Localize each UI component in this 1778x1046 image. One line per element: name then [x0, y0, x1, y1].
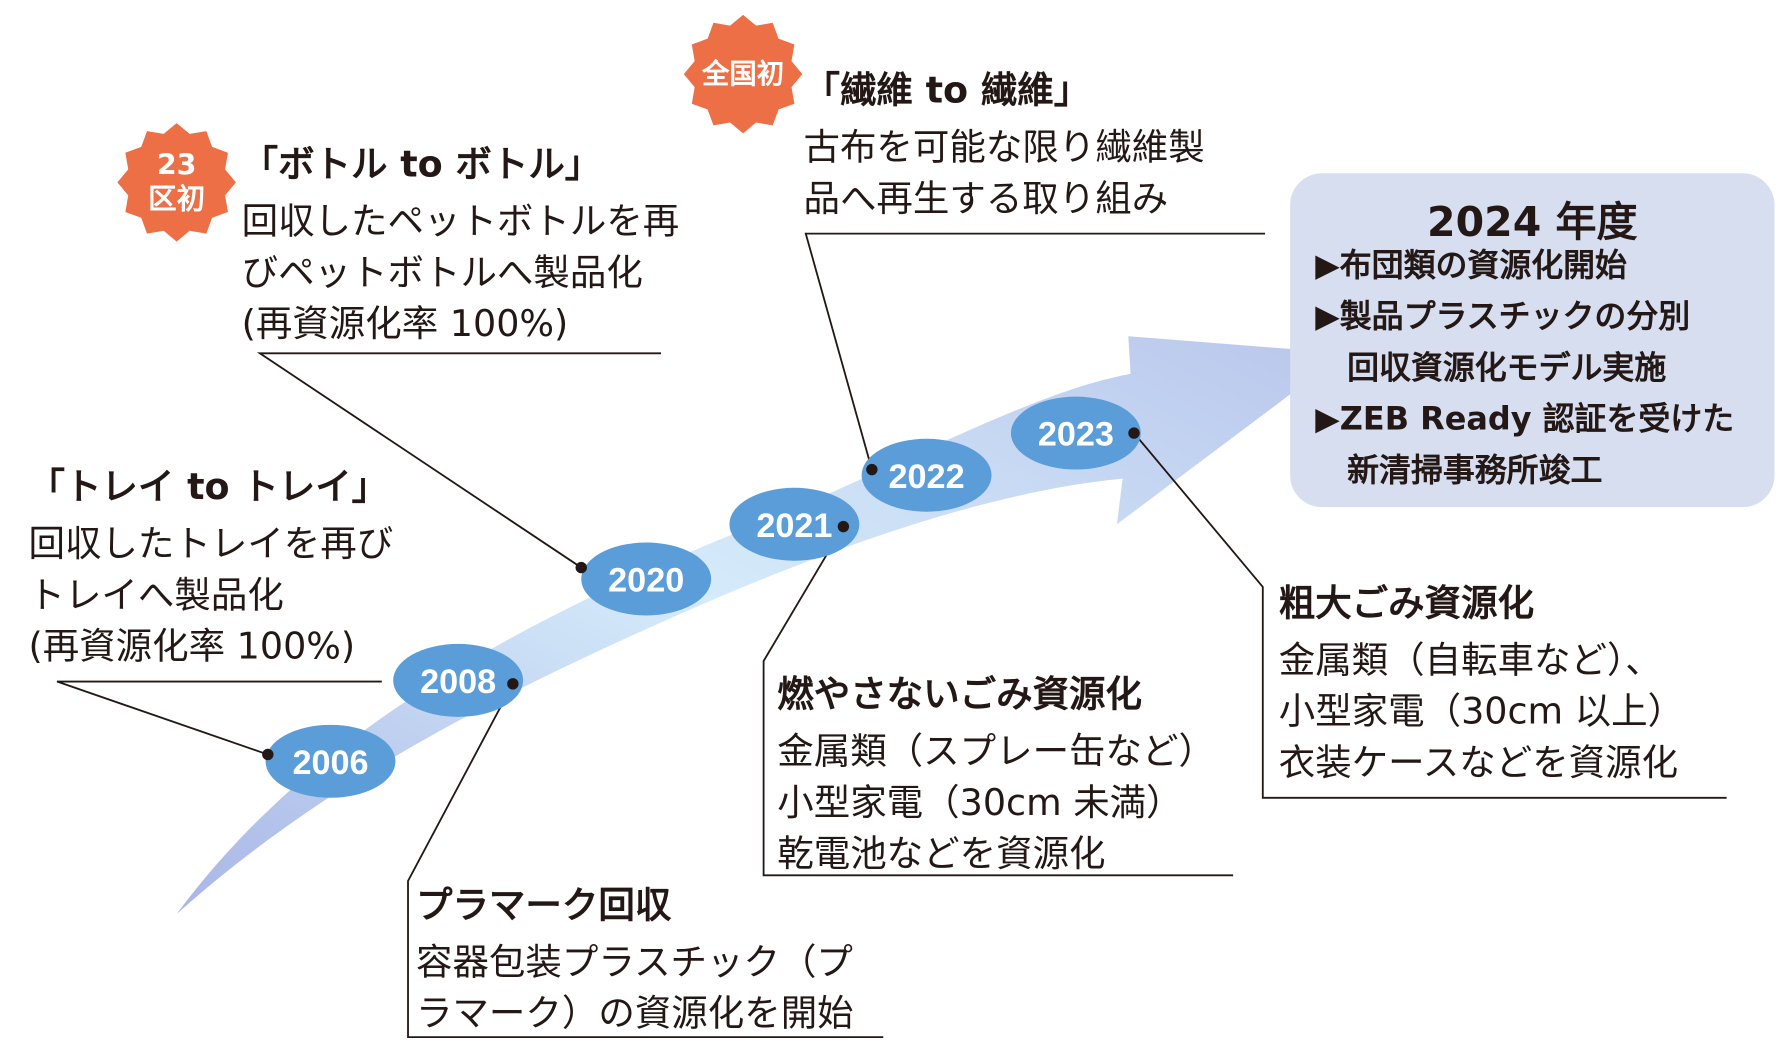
leader-2008 — [407, 683, 884, 1039]
fy2024-item: ▶布団類の資源化開始 — [1315, 246, 1627, 284]
fiber-to-fiber-block: 「繊維 to 繊維」 古布を可能な限り繊維製 品へ再生する取り組み — [803, 65, 1204, 225]
pla-mark-line: 容器包装プラスチック（プ — [415, 940, 853, 984]
growth-arrow — [176, 336, 1345, 915]
fy2024-item: 新清掃事務所竣工 — [1315, 451, 1603, 489]
dot-2020 — [575, 561, 587, 574]
fy2024-item: ▶ZEB Ready 認証を受けた — [1315, 400, 1735, 438]
fy2024-box: 2024 年度 ▶布団類の資源化開始 ▶製品プラスチックの分別 回収資源化モデル… — [1290, 173, 1775, 508]
dot-2022 — [866, 463, 878, 476]
pla-mark-heading: プラマーク回収 — [415, 883, 672, 927]
year-label: 2022 — [889, 458, 965, 496]
year-label: 2008 — [420, 663, 496, 701]
non-burnable-line: 小型家電（30cm 未満） — [777, 780, 1183, 825]
badge-label: 全国初 — [702, 58, 785, 91]
badge-label: 区初 — [148, 182, 206, 216]
leader-dots — [262, 427, 1140, 761]
starburst-shape — [683, 14, 803, 134]
pla-mark-block: プラマーク回収 容器包装プラスチック（プ ラマーク）の資源化を開始 — [416, 880, 854, 1040]
bottle-to-bottle-block: 「ボトル to ボトル」 回収したペットボトルを再 びペットボトルへ製品化 (再… — [242, 139, 680, 350]
oversized-block: 粗大ごみ資源化 金属類（自転車など）、 小型家電（30cm 以上） 衣装ケースな… — [1279, 578, 1684, 789]
non-burnable-line: 金属類（スプレー缶など） — [777, 729, 1215, 773]
leader-lines — [56, 232, 1727, 1039]
fiber-heading: 「繊維 to 繊維」 — [803, 68, 1091, 112]
oversized-line: 金属類（自転車など）、 — [1278, 638, 1662, 682]
oversized-line: 衣装ケースなどを資源化 — [1278, 740, 1679, 785]
dot-2021 — [837, 520, 850, 533]
tray-line: (再資源化率 100%) — [28, 624, 356, 668]
tray-heading: 「トレイ to トレイ」 — [28, 464, 389, 509]
leader-2006 — [56, 680, 382, 756]
non-burnable-heading: 燃やさないごみ資源化 — [777, 672, 1142, 716]
year-marker-2021 — [729, 487, 860, 561]
year-label: 2020 — [608, 562, 684, 600]
year-label: 2021 — [756, 507, 832, 545]
non-burnable-block: 燃やさないごみ資源化 金属類（スプレー缶など） 小型家電（30cm 未満） 乾電… — [777, 669, 1215, 880]
year-label: 2023 — [1038, 416, 1114, 454]
non-burnable-line: 乾電池などを資源化 — [777, 831, 1106, 876]
dot-2023 — [1128, 427, 1140, 439]
national-first-badge: 全国初 — [683, 14, 803, 134]
year-marker-2023 — [1010, 396, 1141, 470]
year-marker-2022 — [861, 438, 992, 512]
oversized-heading: 粗大ごみ資源化 — [1278, 581, 1535, 625]
tray-line: トレイへ製品化 — [28, 573, 284, 617]
year-marker-2020 — [581, 542, 712, 616]
year-marker-2006 — [265, 724, 396, 798]
fy2024-item: 回収資源化モデル実施 — [1315, 348, 1667, 387]
starburst-shape — [117, 123, 236, 242]
leader-2021 — [762, 526, 1234, 877]
fiber-line: 古布を可能な限り繊維製 — [803, 125, 1205, 169]
bottle-heading: 「ボトル to ボトル」 — [241, 142, 602, 186]
oversized-line: 小型家電（30cm 以上） — [1278, 689, 1685, 733]
dot-2008 — [507, 678, 519, 690]
ward-first-badge: 23 区初 — [117, 123, 236, 242]
dot-2006 — [262, 748, 274, 761]
bottle-line: びペットボトルへ製品化 — [241, 250, 643, 295]
leader-2020 — [256, 352, 662, 569]
fy2024-item: ▶製品プラスチックの分別 — [1315, 297, 1691, 336]
tray-to-tray-block: 「トレイ to トレイ」 回収したトレイを再び トレイへ製品化 (再資源化率 1… — [28, 462, 393, 673]
year-marker-2008 — [393, 643, 524, 717]
fy2024-title: 2024 年度 — [1427, 199, 1638, 247]
badge-number: 23 — [156, 148, 197, 182]
tray-line: 回収したトレイを再び — [28, 521, 394, 566]
pla-mark-line: ラマーク）の資源化を開始 — [415, 991, 854, 1035]
year-label: 2006 — [292, 744, 368, 782]
bottle-line: 回収したペットボトルを再 — [241, 199, 680, 243]
fiber-line: 品へ再生する取り組み — [803, 176, 1169, 220]
leader-2023 — [1133, 432, 1727, 799]
leader-2022 — [804, 232, 1266, 470]
bottle-line: (再資源化率 100%) — [241, 302, 569, 346]
